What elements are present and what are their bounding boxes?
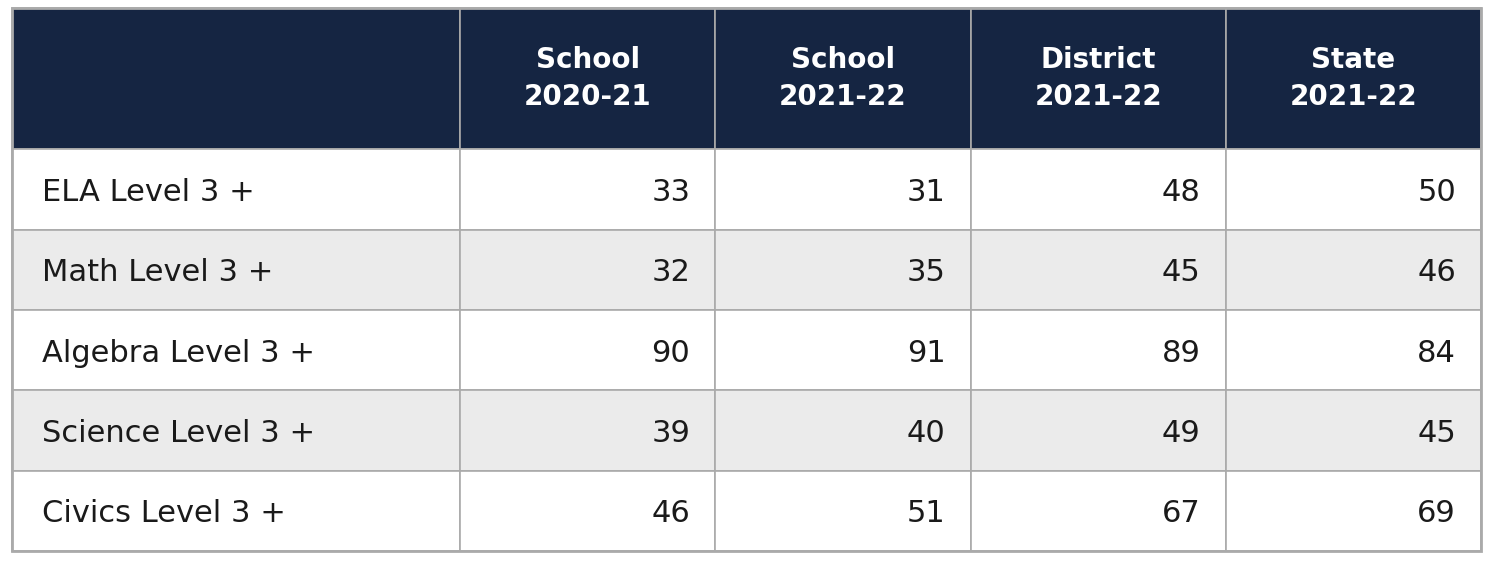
- Text: Science Level 3 +: Science Level 3 +: [42, 419, 315, 448]
- Bar: [460, 8, 715, 149]
- Bar: [460, 471, 715, 551]
- Bar: [970, 310, 1226, 390]
- Bar: [970, 149, 1226, 229]
- Text: School: School: [791, 46, 894, 74]
- Bar: [970, 229, 1226, 310]
- Text: 46: 46: [1417, 258, 1456, 287]
- Text: 49: 49: [1162, 419, 1200, 448]
- Bar: [1226, 8, 1481, 149]
- Text: 51: 51: [906, 499, 945, 528]
- Text: 89: 89: [1162, 339, 1200, 367]
- Text: 2021-22: 2021-22: [779, 83, 906, 111]
- Text: 35: 35: [906, 258, 945, 287]
- Bar: [715, 149, 970, 229]
- Text: 46: 46: [651, 499, 690, 528]
- Bar: [12, 471, 460, 551]
- Text: 33: 33: [651, 178, 690, 207]
- Text: 2020-21: 2020-21: [524, 83, 651, 111]
- Bar: [715, 229, 970, 310]
- Bar: [1226, 229, 1481, 310]
- Text: Math Level 3 +: Math Level 3 +: [42, 258, 273, 287]
- Bar: [12, 149, 460, 229]
- Bar: [460, 390, 715, 471]
- Text: School: School: [536, 46, 639, 74]
- Bar: [970, 390, 1226, 471]
- Text: 48: 48: [1162, 178, 1200, 207]
- Text: ELA Level 3 +: ELA Level 3 +: [42, 178, 255, 207]
- Bar: [12, 8, 460, 149]
- Bar: [1226, 390, 1481, 471]
- Text: 45: 45: [1417, 419, 1456, 448]
- Bar: [715, 310, 970, 390]
- Bar: [970, 8, 1226, 149]
- Text: 50: 50: [1417, 178, 1456, 207]
- Bar: [460, 149, 715, 229]
- Bar: [460, 229, 715, 310]
- Text: 45: 45: [1162, 258, 1200, 287]
- Bar: [1226, 310, 1481, 390]
- Text: 32: 32: [651, 258, 690, 287]
- Bar: [1226, 471, 1481, 551]
- Text: District: District: [1041, 46, 1156, 74]
- Bar: [715, 390, 970, 471]
- Text: 67: 67: [1162, 499, 1200, 528]
- Text: 39: 39: [651, 419, 690, 448]
- Bar: [12, 390, 460, 471]
- Text: 90: 90: [651, 339, 690, 367]
- Bar: [970, 471, 1226, 551]
- Text: 84: 84: [1417, 339, 1456, 367]
- Text: Algebra Level 3 +: Algebra Level 3 +: [42, 339, 315, 367]
- Text: 2021-22: 2021-22: [1290, 83, 1417, 111]
- Bar: [715, 471, 970, 551]
- Bar: [715, 8, 970, 149]
- Bar: [1226, 149, 1481, 229]
- Text: 69: 69: [1417, 499, 1456, 528]
- Text: 91: 91: [906, 339, 945, 367]
- Text: 40: 40: [906, 419, 945, 448]
- Bar: [12, 229, 460, 310]
- Text: 31: 31: [906, 178, 945, 207]
- Text: Civics Level 3 +: Civics Level 3 +: [42, 499, 285, 528]
- Bar: [460, 310, 715, 390]
- Bar: [12, 310, 460, 390]
- Text: 2021-22: 2021-22: [1035, 83, 1162, 111]
- Text: State: State: [1311, 46, 1396, 74]
